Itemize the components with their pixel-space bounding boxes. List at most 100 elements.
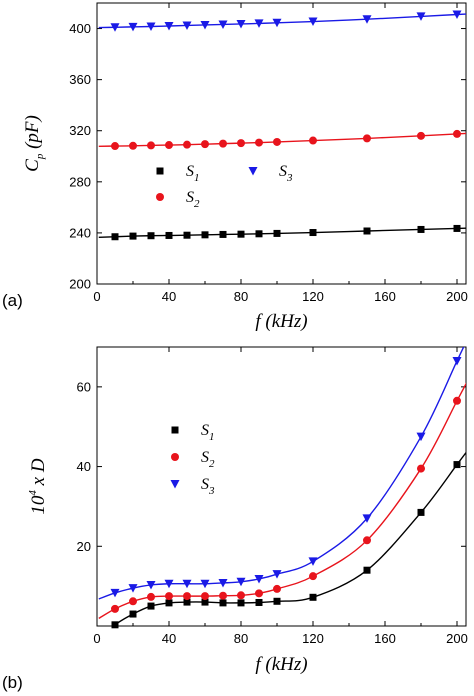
data-point-s3 xyxy=(308,17,318,27)
data-point-s1 xyxy=(219,230,227,238)
data-point-s2 xyxy=(255,138,263,147)
y-tick-label: 60 xyxy=(77,379,91,394)
data-point-s3 xyxy=(164,21,174,31)
data-point-s2 xyxy=(255,589,263,598)
data-point-s1 xyxy=(453,224,461,232)
data-point-s1 xyxy=(111,621,119,629)
data-point-s1 xyxy=(129,232,137,240)
series-s1 xyxy=(111,451,466,629)
data-point-s3 xyxy=(236,577,246,587)
data-point-s2 xyxy=(417,464,425,473)
series-s3 xyxy=(98,10,466,32)
fit-curve-s1 xyxy=(112,451,466,626)
y-tick-label: 400 xyxy=(69,21,91,36)
panel-label: (b) xyxy=(2,673,23,692)
data-point-s2 xyxy=(147,592,155,601)
data-point-s1 xyxy=(453,461,461,469)
legend-label-s1: S1 xyxy=(201,422,215,443)
data-point-s1 xyxy=(147,602,155,610)
y-tick-label: 40 xyxy=(77,459,91,474)
data-point-s1 xyxy=(165,599,173,607)
data-point-s1 xyxy=(273,597,281,605)
fit-curve-s1 xyxy=(98,227,466,239)
data-point-s2 xyxy=(111,142,119,151)
data-point-s3 xyxy=(182,21,192,30)
data-point-s1 xyxy=(183,598,191,606)
data-point-s3 xyxy=(362,15,372,24)
x-tick-label: 0 xyxy=(93,289,100,304)
series-s1 xyxy=(98,224,466,241)
x-tick-label: 120 xyxy=(302,631,324,646)
data-point-s2 xyxy=(309,136,317,145)
data-point-s2 xyxy=(165,592,173,601)
data-point-s2 xyxy=(453,396,461,405)
data-point-s3 xyxy=(128,584,138,593)
legend-marker-s2 xyxy=(171,453,179,461)
data-point-s3 xyxy=(272,18,282,28)
data-point-s1 xyxy=(255,598,263,606)
data-point-s2 xyxy=(165,141,173,150)
data-point-s1 xyxy=(309,229,317,237)
data-point-s1 xyxy=(363,566,371,574)
data-point-s1 xyxy=(237,230,245,238)
series-s2 xyxy=(98,129,466,151)
data-point-s3 xyxy=(110,588,120,598)
legend-label-s2: S2 xyxy=(186,189,200,210)
data-point-s3 xyxy=(218,578,228,588)
x-tick-label: 200 xyxy=(446,289,468,304)
plot-frame xyxy=(96,346,467,627)
data-point-s1 xyxy=(309,593,317,601)
data-point-s2 xyxy=(201,592,209,601)
data-point-s3 xyxy=(200,20,210,30)
data-point-s1 xyxy=(219,599,227,607)
data-point-s2 xyxy=(111,604,119,613)
fit-curve-s3 xyxy=(98,347,465,600)
data-point-s2 xyxy=(183,592,191,601)
y-tick-label: 360 xyxy=(69,72,91,87)
legend: S1 S2 S3 xyxy=(156,163,293,210)
data-point-s3 xyxy=(128,22,138,32)
data-point-s2 xyxy=(453,129,461,138)
data-point-s1 xyxy=(417,225,425,233)
data-point-s3 xyxy=(110,23,120,32)
data-point-s2 xyxy=(363,536,371,545)
data-point-s3 xyxy=(452,356,462,366)
series-s3 xyxy=(98,347,465,600)
y-tick-label: 200 xyxy=(69,277,91,292)
data-point-s3 xyxy=(164,579,174,589)
data-point-s2 xyxy=(129,597,137,606)
data-point-s1 xyxy=(201,231,209,239)
y-tick-label: 280 xyxy=(69,174,91,189)
data-point-s2 xyxy=(417,131,425,140)
x-tick-label: 0 xyxy=(93,631,100,646)
x-tick-label: 120 xyxy=(302,289,324,304)
legend-label-s2: S2 xyxy=(201,449,215,470)
x-tick-label: 80 xyxy=(234,289,248,304)
data-point-s3 xyxy=(272,570,282,579)
panel-a: 0 40 80 120 160 200 200 240 280 320 360 400 f (kHz) C… xyxy=(2,2,468,332)
legend-marker-s2 xyxy=(156,193,164,201)
data-point-s2 xyxy=(273,584,281,593)
y-tick-label: 20 xyxy=(77,539,91,554)
x-axis-title: f (kHz) xyxy=(255,654,307,675)
data-point-s3 xyxy=(200,579,210,589)
data-point-s3 xyxy=(452,10,462,19)
series-s2 xyxy=(98,382,466,620)
data-point-s2 xyxy=(219,591,227,600)
y-axis-title: 104 x D xyxy=(27,458,49,514)
x-axis-title: f (kHz) xyxy=(255,311,307,332)
y-tick-label: 240 xyxy=(69,225,91,240)
data-point-s2 xyxy=(237,139,245,148)
data-point-s3 xyxy=(416,432,426,442)
data-point-s3 xyxy=(254,574,264,584)
x-tick-label: 80 xyxy=(234,631,248,646)
panel-label: (a) xyxy=(2,291,23,310)
data-point-s1 xyxy=(255,230,263,238)
y-axis-title: Cp (pF) xyxy=(22,115,46,172)
data-point-s1 xyxy=(363,227,371,235)
data-point-s3 xyxy=(308,557,318,566)
data-point-s3 xyxy=(416,12,426,21)
fit-curve-s2 xyxy=(98,382,466,620)
data-point-s3 xyxy=(182,579,192,589)
